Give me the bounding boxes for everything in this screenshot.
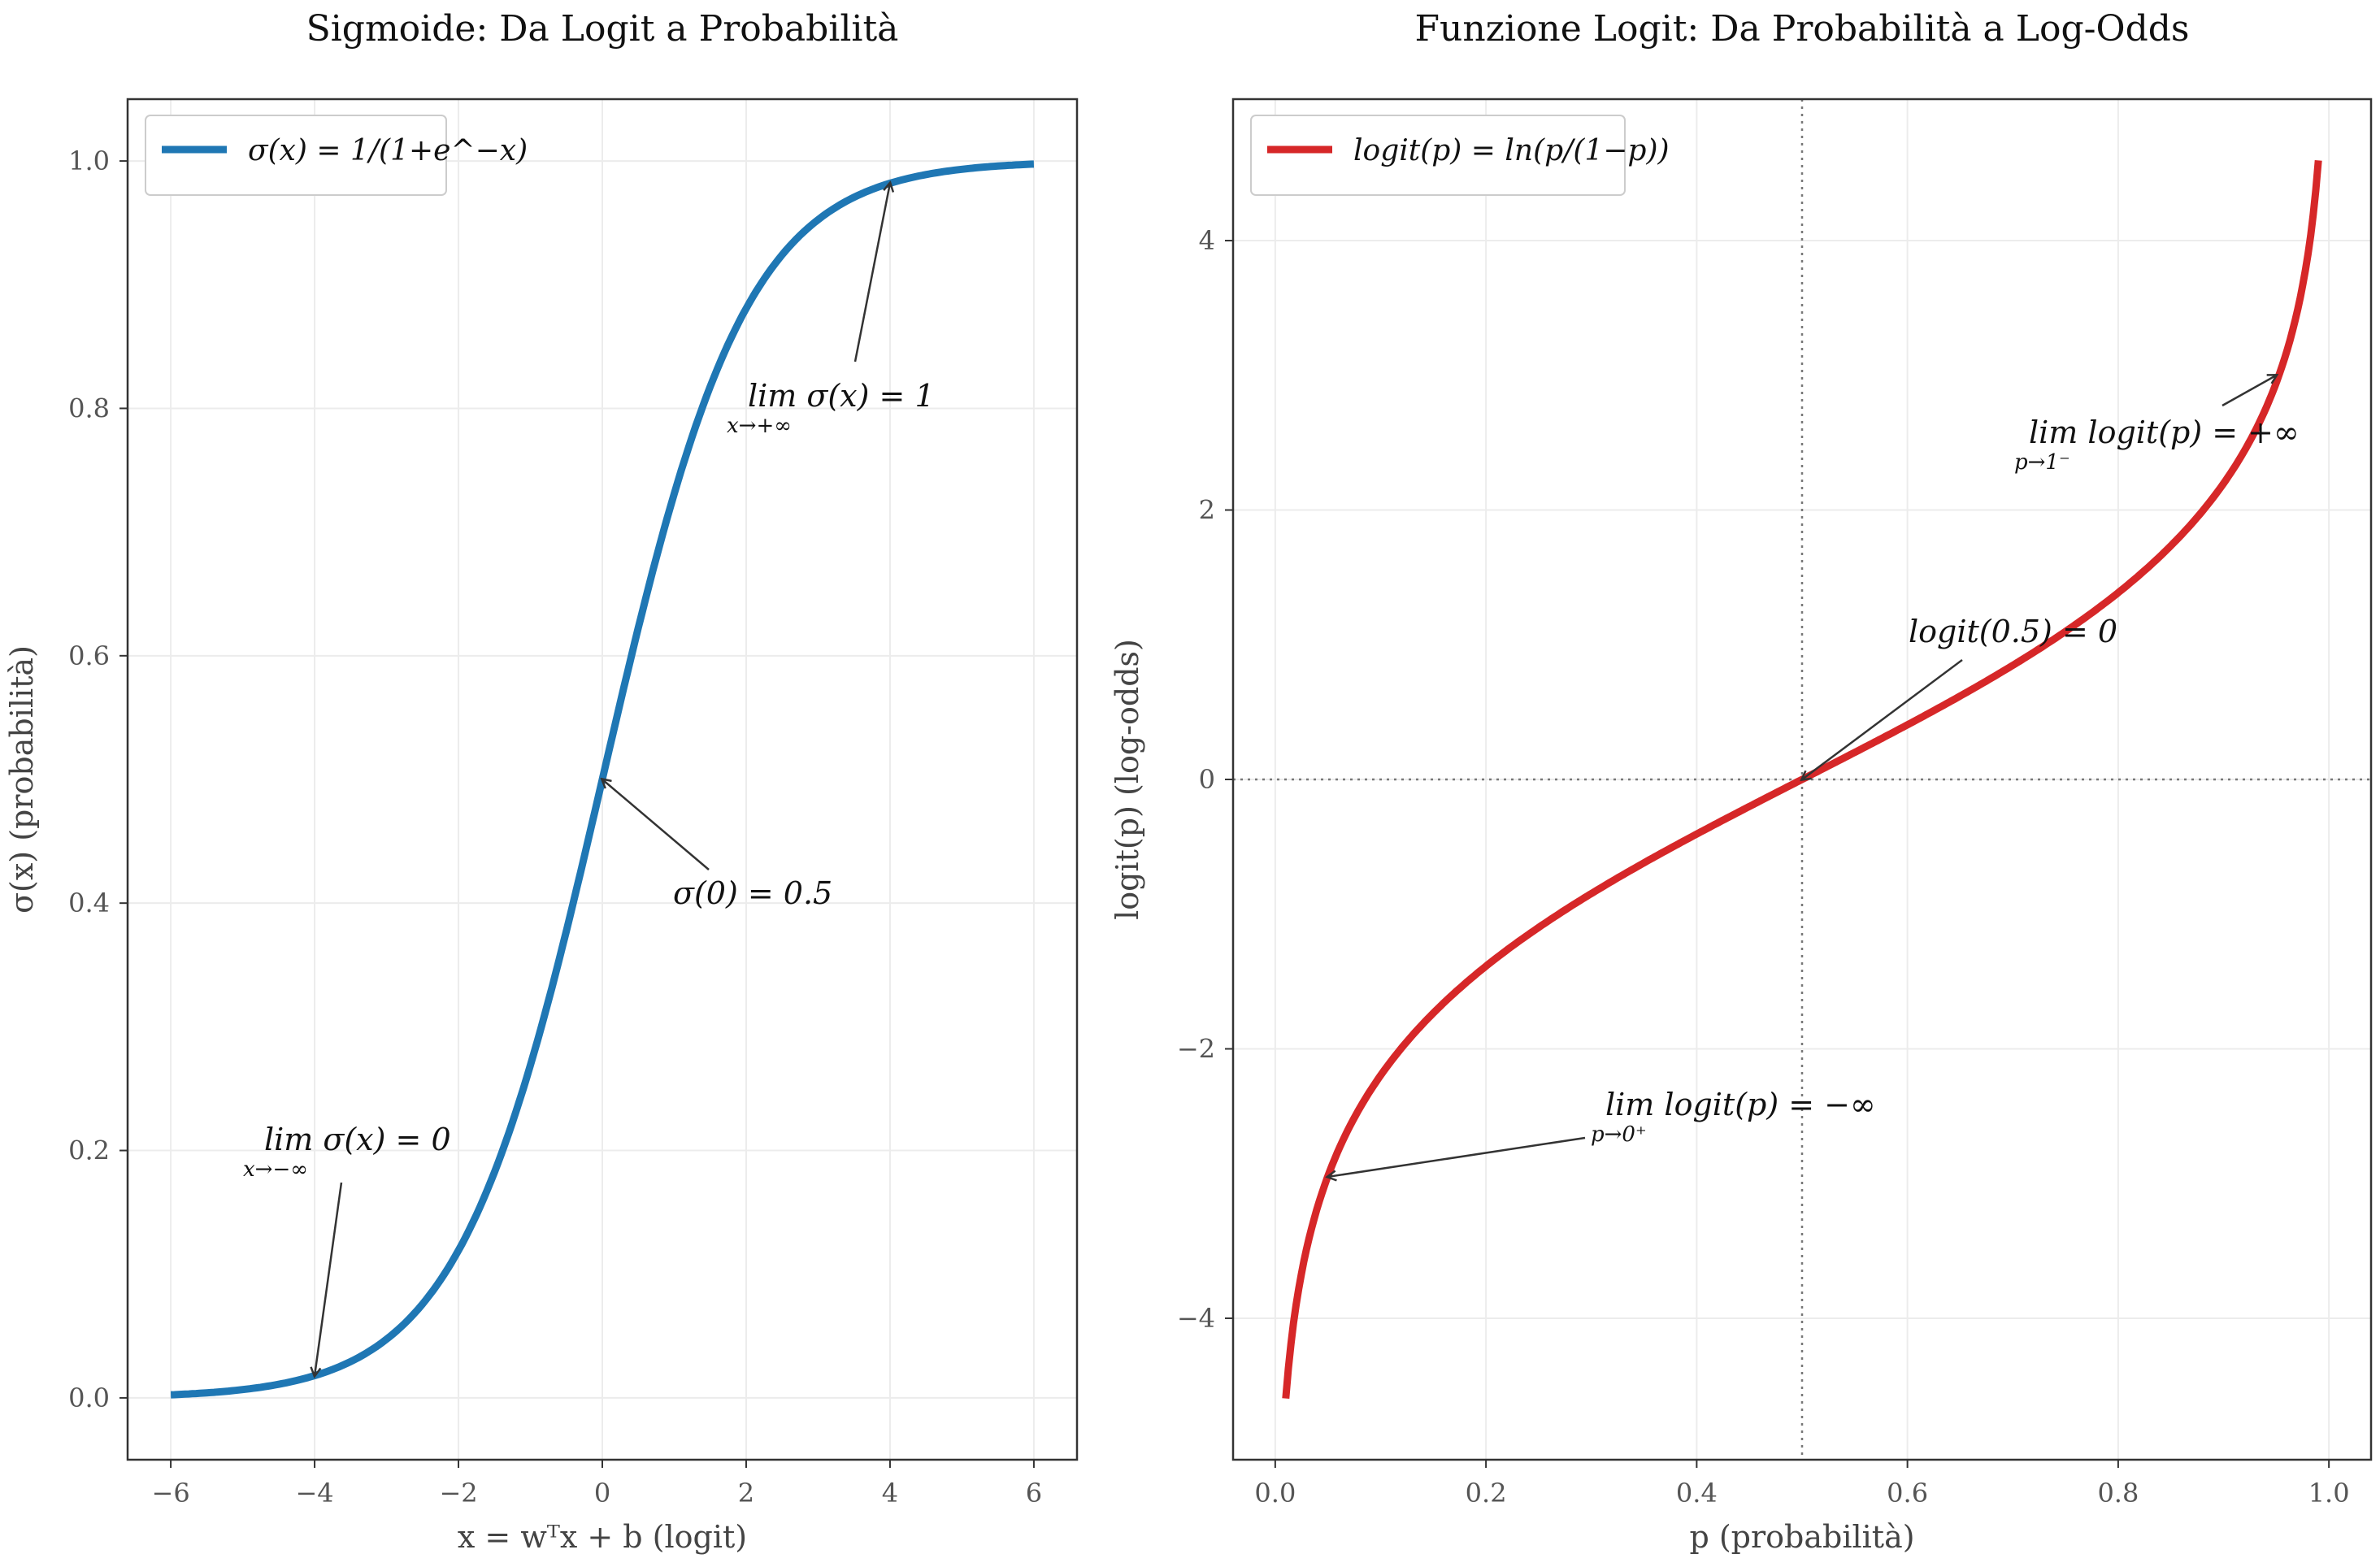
sigmoid-ytick-label: 0.6 (68, 640, 110, 671)
logit-xtick-label: 0.6 (1887, 1478, 1928, 1508)
sigmoid-xtick-label: 6 (1026, 1478, 1042, 1508)
sigmoid-ytick-label: 1.0 (68, 145, 110, 176)
sigmoid-y-axis-label: σ(x) (probabilità) (4, 645, 40, 914)
logit-ytick-label: −2 (1177, 1033, 1215, 1064)
logit-y-axis-label: logit(p) (log-odds) (1110, 639, 1145, 920)
sigmoid-ytick-label: 0.2 (68, 1135, 110, 1166)
sigmoid-x-axis-label: x = wᵀx + b (logit) (458, 1519, 747, 1555)
logit-annotation-text: logit(0.5) = 0 (1909, 614, 2117, 649)
logit-xtick-label: 0.0 (1254, 1478, 1296, 1508)
logit-legend-label: logit(p) = ln(p/(1−p)) (1353, 134, 1670, 167)
sigmoid-annotation-text: σ(0) = 0.5 (673, 875, 832, 911)
logit-legend: logit(p) = ln(p/(1−p)) (1250, 115, 1670, 196)
logit-annotation-text: lim logit(p) = −∞ (1605, 1087, 1876, 1122)
sigmoid-chart-title: Sigmoide: Da Logit a Probabilità (306, 8, 899, 50)
sigmoid-plot: −6 −4 −2 0 2 4 6 0.0 0.2 0.4 0.6 0.8 1.0 σ(0) = 0.5 li… (4, 8, 1079, 1555)
sigmoid-annotation-arrow (853, 183, 890, 362)
logit-plot: 0.0 0.2 0.4 0.6 0.8 1.0 −4 −2 0 2 4 logit(0.5) = 0 l… (1110, 8, 2373, 1555)
logit-ytick-label: 0 (1199, 764, 1215, 795)
sigmoid-xtick-label: 2 (738, 1478, 754, 1508)
logit-x-axis-label: p (probabilità) (1689, 1519, 1914, 1555)
sigmoid-legend: σ(x) = 1/(1+e^−x) (145, 115, 528, 196)
sigmoid-annotation-subscript: x→+∞ (727, 414, 792, 438)
sigmoid-annotation-text: lim σ(x) = 1 (748, 378, 935, 414)
sigmoid-xtick-label: 4 (882, 1478, 898, 1508)
logit-annotation-subscript: p→1⁻ (2014, 450, 2070, 475)
sigmoid-annotation-text: lim σ(x) = 0 (264, 1122, 451, 1157)
logit-chart-title: Funzione Logit: Da Probabilità a Log-Odd… (1414, 8, 2189, 50)
sigmoid-annotation-arrow (602, 779, 710, 870)
logit-annotation-arrow (1328, 1136, 1586, 1177)
sigmoid-xtick-label: 0 (594, 1478, 610, 1508)
logit-annotation-text: lim logit(p) = +∞ (2029, 415, 2300, 450)
sigmoid-legend-label: σ(x) = 1/(1+e^−x) (248, 134, 528, 167)
sigmoid-legend-box (145, 115, 447, 196)
sigmoid-xtick-label: −2 (439, 1478, 477, 1508)
sigmoid-ytick-label: 0.8 (68, 393, 110, 423)
logit-xtick-label: 0.8 (2097, 1478, 2139, 1508)
logit-annotation-arrow (2221, 375, 2276, 407)
logit-xtick-label: 0.2 (1466, 1478, 1507, 1508)
logit-annotation-arrow (1802, 658, 1963, 779)
sigmoid-annotation-subscript: x→−∞ (243, 1157, 308, 1182)
logit-ytick-label: 2 (1199, 495, 1215, 526)
logit-ytick-label: 4 (1199, 225, 1215, 256)
logit-xtick-label: 1.0 (2308, 1478, 2350, 1508)
logit-annotation-subscript: p→0⁺ (1591, 1122, 1647, 1147)
sigmoid-xtick-label: −4 (295, 1478, 333, 1508)
logit-legend-box (1250, 115, 1626, 196)
sigmoid-ytick-label: 0.0 (68, 1383, 110, 1413)
logit-xtick-label: 0.4 (1676, 1478, 1718, 1508)
logit-ytick-label: −4 (1177, 1303, 1215, 1334)
sigmoid-ytick-label: 0.4 (68, 888, 110, 918)
sigmoid-annotation-arrow (315, 1182, 343, 1376)
sigmoid-xtick-label: −6 (152, 1478, 190, 1508)
